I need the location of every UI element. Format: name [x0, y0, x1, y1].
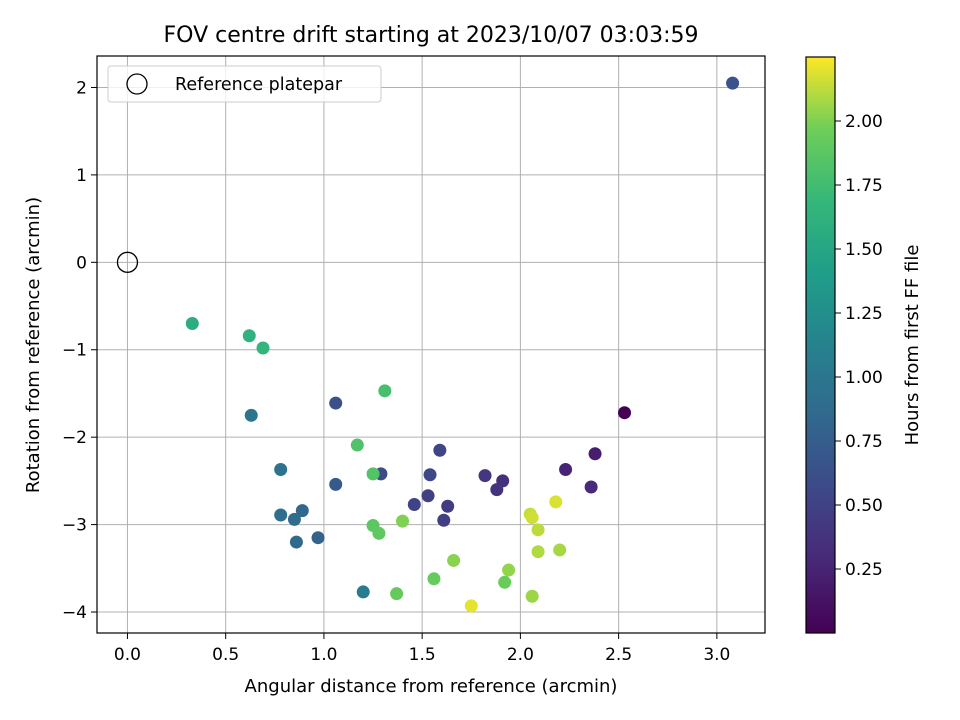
data-point	[329, 477, 343, 491]
data-point	[525, 511, 539, 525]
data-point	[274, 463, 288, 477]
data-point	[329, 396, 343, 410]
colorbar-tick-label: 0.50	[845, 496, 883, 516]
data-point	[553, 543, 567, 557]
data-point	[356, 585, 370, 599]
data-point	[726, 76, 740, 90]
data-point	[185, 317, 199, 331]
data-point	[378, 384, 392, 398]
data-point	[588, 447, 602, 461]
y-axis-label: Rotation from reference (arcmin)	[23, 197, 44, 493]
x-tick-label: 2.5	[605, 645, 632, 665]
data-point	[311, 531, 325, 545]
data-point	[437, 513, 451, 527]
data-point	[498, 575, 512, 589]
colorbar-ticks: 0.25 0.50 0.75 1.00 1.25 1.50 1.75 2.00	[835, 112, 883, 580]
y-tick-label: −2	[62, 428, 87, 448]
data-point	[584, 480, 598, 494]
reference-platepar-marker	[116, 251, 139, 273]
legend-box	[107, 65, 382, 103]
y-tick-label: −4	[62, 603, 87, 623]
x-tick-label: 0.5	[212, 645, 239, 665]
data-point	[421, 489, 435, 503]
x-axis-ticks: 0.0 0.5 1.0 1.5 2.0 2.5 3.0	[114, 633, 730, 665]
colorbar-tick-label: 1.25	[845, 304, 883, 324]
legend-entry-label: Reference platepar	[175, 75, 343, 95]
data-point	[433, 443, 447, 457]
data-point	[242, 329, 256, 343]
data-point	[490, 483, 504, 497]
colorbar-tick-label: 1.50	[845, 240, 883, 260]
chart-title: FOV centre drift starting at 2023/10/07 …	[164, 23, 699, 48]
colorbar-tick-label: 0.25	[845, 560, 883, 580]
y-tick-label: 1	[76, 166, 87, 186]
x-axis-label: Angular distance from reference (arcmin)	[245, 676, 618, 697]
data-point	[256, 341, 270, 355]
colorbar-gradient	[805, 56, 836, 634]
x-tick-label: 1.0	[310, 645, 337, 665]
y-tick-label: −3	[62, 516, 87, 536]
data-point	[423, 468, 437, 482]
data-point	[464, 599, 478, 613]
data-point	[407, 497, 421, 511]
colorbar-label: Hours from first FF file	[902, 245, 923, 446]
colorbar-tick-label: 0.75	[845, 432, 883, 452]
data-point	[366, 467, 380, 481]
x-tick-label: 2.0	[507, 645, 534, 665]
legend: Reference platepar	[107, 65, 382, 103]
data-point	[289, 535, 303, 549]
colorbar-tick-label: 1.75	[845, 176, 883, 196]
plot-frame	[96, 55, 766, 634]
x-tick-label: 3.0	[703, 645, 730, 665]
data-point	[372, 526, 386, 540]
data-point	[531, 545, 545, 559]
data-point	[274, 508, 288, 522]
data-point	[502, 563, 516, 577]
data-point	[396, 514, 410, 528]
data-points	[116, 76, 740, 613]
colorbar-tick-label: 2.00	[845, 112, 883, 132]
data-point	[427, 572, 441, 586]
x-tick-label: 1.5	[409, 645, 436, 665]
data-point	[525, 589, 539, 603]
x-tick-label: 0.0	[114, 645, 141, 665]
y-tick-label: −1	[62, 341, 87, 361]
y-tick-label: 2	[76, 78, 87, 98]
data-point	[390, 587, 404, 601]
data-point	[618, 406, 632, 420]
grid-lines	[97, 56, 765, 633]
data-point	[559, 463, 573, 477]
data-point	[441, 499, 455, 513]
data-point	[350, 438, 364, 452]
data-point	[478, 469, 492, 483]
colorbar-tick-label: 1.00	[845, 368, 883, 388]
data-point	[549, 495, 563, 509]
legend-marker-icon	[126, 73, 148, 95]
colorbar: 0.25 0.50 0.75 1.00 1.25 1.50 1.75 2.00 Hours f…	[805, 56, 923, 634]
data-point	[287, 512, 301, 526]
data-point	[295, 504, 309, 518]
data-point	[244, 408, 258, 422]
y-tick-label: 0	[76, 253, 87, 273]
data-point	[447, 553, 461, 567]
data-point	[531, 523, 545, 537]
y-axis-ticks: −4 −3 −2 −1 0 1 2	[62, 78, 97, 623]
